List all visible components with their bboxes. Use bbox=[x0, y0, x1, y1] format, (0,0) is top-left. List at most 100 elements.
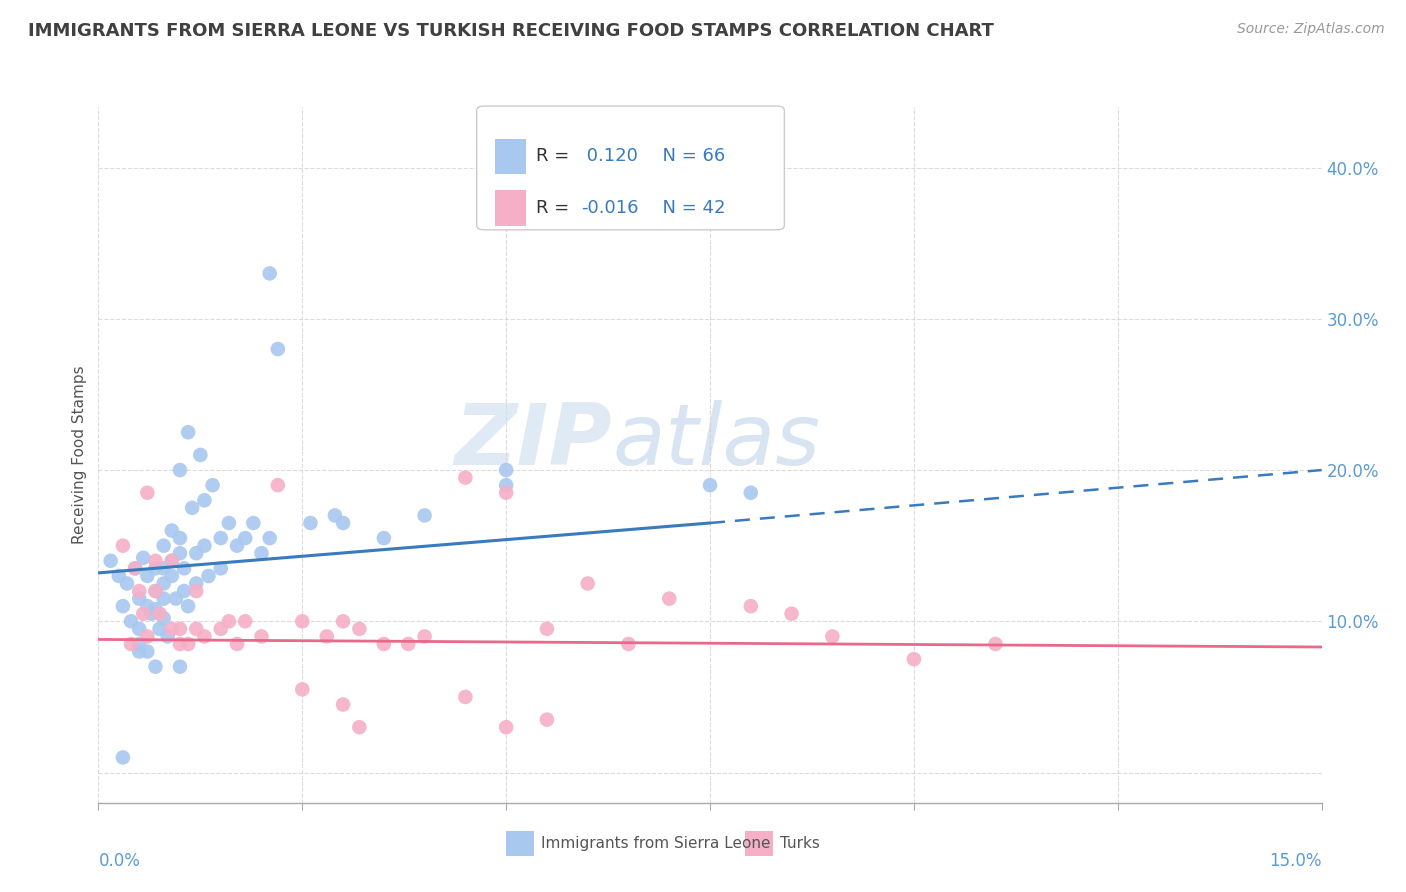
Point bbox=[536, 713, 558, 727]
Point bbox=[193, 629, 215, 643]
Point bbox=[209, 622, 232, 636]
Point bbox=[209, 531, 232, 545]
Point bbox=[658, 591, 681, 606]
Text: N = 42: N = 42 bbox=[651, 199, 725, 217]
Point bbox=[373, 637, 395, 651]
Point bbox=[136, 569, 159, 583]
Point bbox=[780, 607, 803, 621]
Point bbox=[267, 342, 290, 356]
Point bbox=[413, 508, 436, 523]
Point bbox=[536, 622, 558, 636]
Text: N = 66: N = 66 bbox=[651, 147, 725, 165]
Point bbox=[250, 546, 273, 560]
Point bbox=[233, 615, 256, 629]
Point bbox=[226, 539, 249, 553]
Point bbox=[226, 637, 249, 651]
Text: IMMIGRANTS FROM SIERRA LEONE VS TURKISH RECEIVING FOOD STAMPS CORRELATION CHART: IMMIGRANTS FROM SIERRA LEONE VS TURKISH … bbox=[28, 22, 994, 40]
Y-axis label: Receiving Food Stamps: Receiving Food Stamps bbox=[72, 366, 87, 544]
Point bbox=[100, 554, 122, 568]
Point bbox=[132, 550, 155, 565]
Point bbox=[111, 750, 134, 764]
Point bbox=[169, 637, 191, 651]
Point bbox=[124, 561, 146, 575]
Point bbox=[120, 637, 142, 651]
Text: -0.016: -0.016 bbox=[581, 199, 638, 217]
Point bbox=[128, 622, 150, 636]
Point bbox=[186, 576, 208, 591]
Point bbox=[152, 539, 174, 553]
Point bbox=[128, 591, 150, 606]
Point bbox=[136, 599, 159, 614]
Point bbox=[495, 463, 517, 477]
Point bbox=[111, 599, 134, 614]
Point bbox=[332, 698, 354, 712]
Point bbox=[193, 539, 215, 553]
Point bbox=[145, 584, 167, 599]
Point bbox=[903, 652, 925, 666]
Point bbox=[128, 584, 150, 599]
Point bbox=[149, 622, 172, 636]
Point bbox=[160, 554, 183, 568]
Point bbox=[169, 531, 191, 545]
Point bbox=[349, 720, 371, 734]
Point bbox=[169, 463, 191, 477]
Text: 0.120: 0.120 bbox=[581, 147, 638, 165]
Point bbox=[984, 637, 1007, 651]
Point bbox=[169, 659, 191, 673]
Point bbox=[454, 470, 477, 484]
Point bbox=[576, 576, 599, 591]
Point bbox=[111, 539, 134, 553]
Point bbox=[242, 516, 264, 530]
Point bbox=[250, 629, 273, 643]
Point bbox=[169, 546, 191, 560]
Point bbox=[173, 561, 195, 575]
Point bbox=[145, 659, 167, 673]
Point bbox=[332, 615, 354, 629]
Point bbox=[291, 615, 314, 629]
Point bbox=[218, 516, 240, 530]
Point bbox=[201, 478, 224, 492]
Point bbox=[177, 425, 200, 440]
Point bbox=[128, 644, 150, 658]
Point bbox=[315, 629, 337, 643]
Point bbox=[323, 508, 346, 523]
Point bbox=[699, 478, 721, 492]
Text: ZIP: ZIP bbox=[454, 400, 612, 483]
Point bbox=[160, 524, 183, 538]
Point bbox=[186, 546, 208, 560]
Point bbox=[299, 516, 322, 530]
Text: R =: R = bbox=[536, 147, 575, 165]
Point bbox=[160, 622, 183, 636]
Point bbox=[186, 584, 208, 599]
Text: Immigrants from Sierra Leone: Immigrants from Sierra Leone bbox=[541, 837, 770, 851]
Point bbox=[149, 607, 172, 621]
Point bbox=[152, 591, 174, 606]
Point bbox=[177, 599, 200, 614]
Point bbox=[495, 478, 517, 492]
Point bbox=[218, 615, 240, 629]
Point bbox=[145, 584, 167, 599]
Point bbox=[259, 531, 281, 545]
Point bbox=[177, 637, 200, 651]
Point bbox=[188, 448, 212, 462]
Point bbox=[165, 591, 187, 606]
Text: Turks: Turks bbox=[780, 837, 820, 851]
Point bbox=[169, 622, 191, 636]
Point bbox=[145, 561, 167, 575]
Text: 15.0%: 15.0% bbox=[1270, 852, 1322, 870]
Point bbox=[160, 554, 183, 568]
Point bbox=[209, 561, 232, 575]
Point bbox=[291, 682, 314, 697]
Point bbox=[115, 576, 138, 591]
Point bbox=[267, 478, 290, 492]
Point bbox=[233, 531, 256, 545]
Point bbox=[108, 569, 131, 583]
Text: R =: R = bbox=[536, 199, 575, 217]
Point bbox=[156, 629, 179, 643]
Point bbox=[413, 629, 436, 643]
Point bbox=[495, 485, 517, 500]
Point bbox=[349, 622, 371, 636]
Point bbox=[132, 607, 155, 621]
Point bbox=[495, 720, 517, 734]
Text: 0.0%: 0.0% bbox=[98, 852, 141, 870]
